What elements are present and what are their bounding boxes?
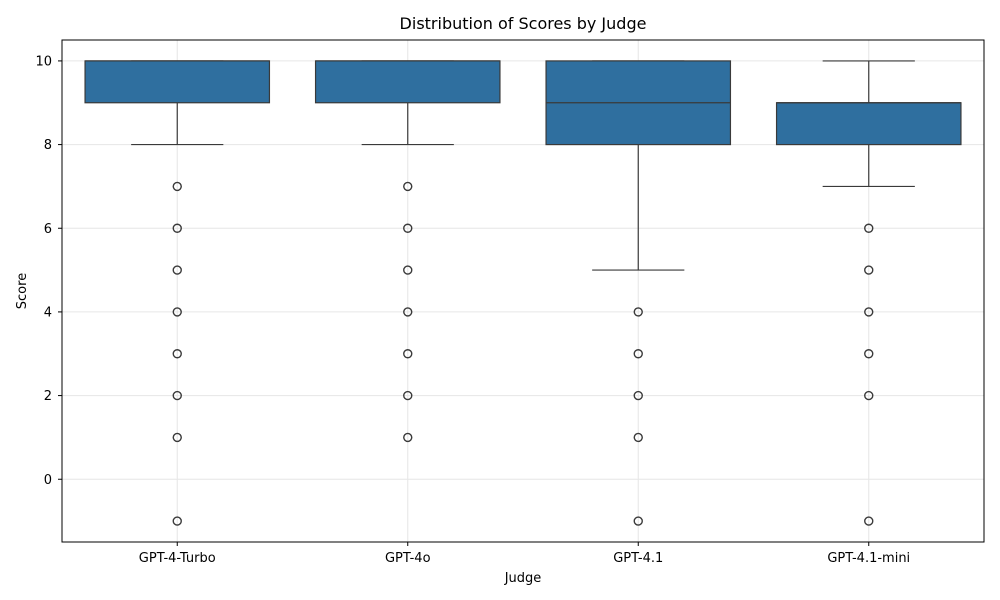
x-tick-label: GPT-4.1-mini: [827, 551, 910, 566]
outlier-point: [403, 223, 413, 233]
outlier-point: [633, 307, 643, 317]
y-tick-label: 4: [44, 305, 52, 320]
outlier-point: [403, 390, 413, 401]
outlier-point: [864, 390, 874, 401]
plot-frame: [61, 39, 985, 543]
outlier-point: [403, 265, 413, 275]
x-axis-label: Judge: [504, 571, 542, 586]
outlier-point: [172, 265, 182, 275]
iqr-box: [314, 60, 501, 104]
outlier-point: [633, 432, 643, 443]
outlier-point: [172, 181, 182, 192]
box-group: [775, 60, 962, 526]
y-tick-label: 8: [44, 138, 52, 153]
x-tick-label: GPT-4.1: [613, 551, 663, 566]
outlier-point: [633, 390, 643, 401]
outlier-point: [403, 307, 413, 317]
x-tick-label: GPT-4-Turbo: [139, 551, 216, 566]
y-tick-label: 0: [44, 473, 52, 488]
outlier-point: [864, 223, 874, 233]
outlier-point: [172, 307, 182, 317]
y-tick-label: 10: [35, 54, 52, 69]
y-tick-label: 2: [44, 389, 52, 404]
outlier-point: [172, 432, 182, 443]
outlier-point: [172, 390, 182, 401]
outlier-point: [172, 349, 182, 359]
x-tick-label: GPT-4o: [385, 551, 431, 566]
outlier-point: [403, 349, 413, 359]
iqr-box: [775, 102, 962, 146]
box-group: [545, 60, 732, 526]
outlier-point: [633, 349, 643, 359]
chart-title: Distribution of Scores by Judge: [400, 14, 647, 33]
outlier-point: [403, 432, 413, 443]
outlier-point: [633, 516, 643, 526]
y-tick-label: 6: [44, 222, 52, 237]
outlier-point: [172, 223, 182, 233]
y-axis: 0 2 4 6 8 10: [35, 54, 62, 488]
box-group: [84, 60, 271, 526]
box-group: [314, 60, 501, 443]
y-axis-label: Score: [15, 273, 30, 309]
outlier-point: [864, 307, 874, 317]
iqr-box: [84, 60, 271, 104]
outlier-point: [172, 516, 182, 526]
x-axis: GPT-4-Turbo GPT-4o GPT-4.1 GPT-4.1-mini: [139, 542, 910, 566]
box-series: [84, 60, 962, 526]
outlier-point: [864, 516, 874, 526]
outlier-point: [864, 349, 874, 359]
outlier-point: [864, 265, 874, 275]
outlier-point: [403, 181, 413, 192]
